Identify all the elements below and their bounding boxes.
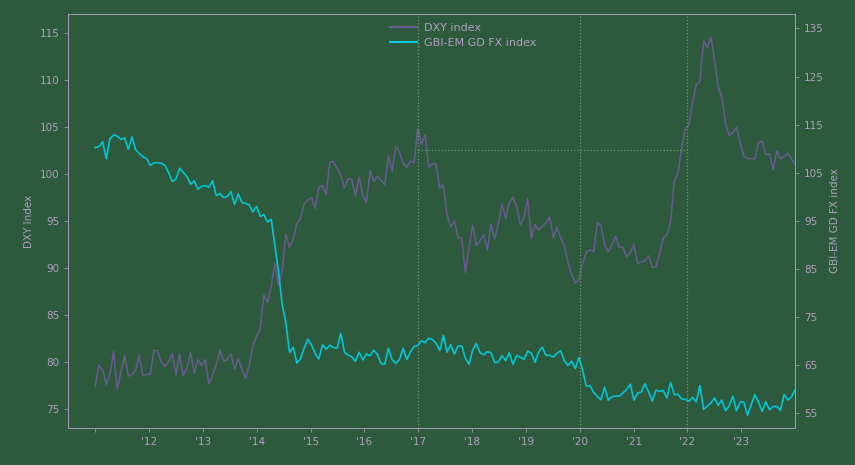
Legend: DXY index, GBI-EM GD FX index: DXY index, GBI-EM GD FX index: [385, 18, 541, 53]
Y-axis label: DXY Index: DXY Index: [24, 194, 34, 247]
Y-axis label: GBI-EM GD FX index: GBI-EM GD FX index: [829, 168, 840, 273]
